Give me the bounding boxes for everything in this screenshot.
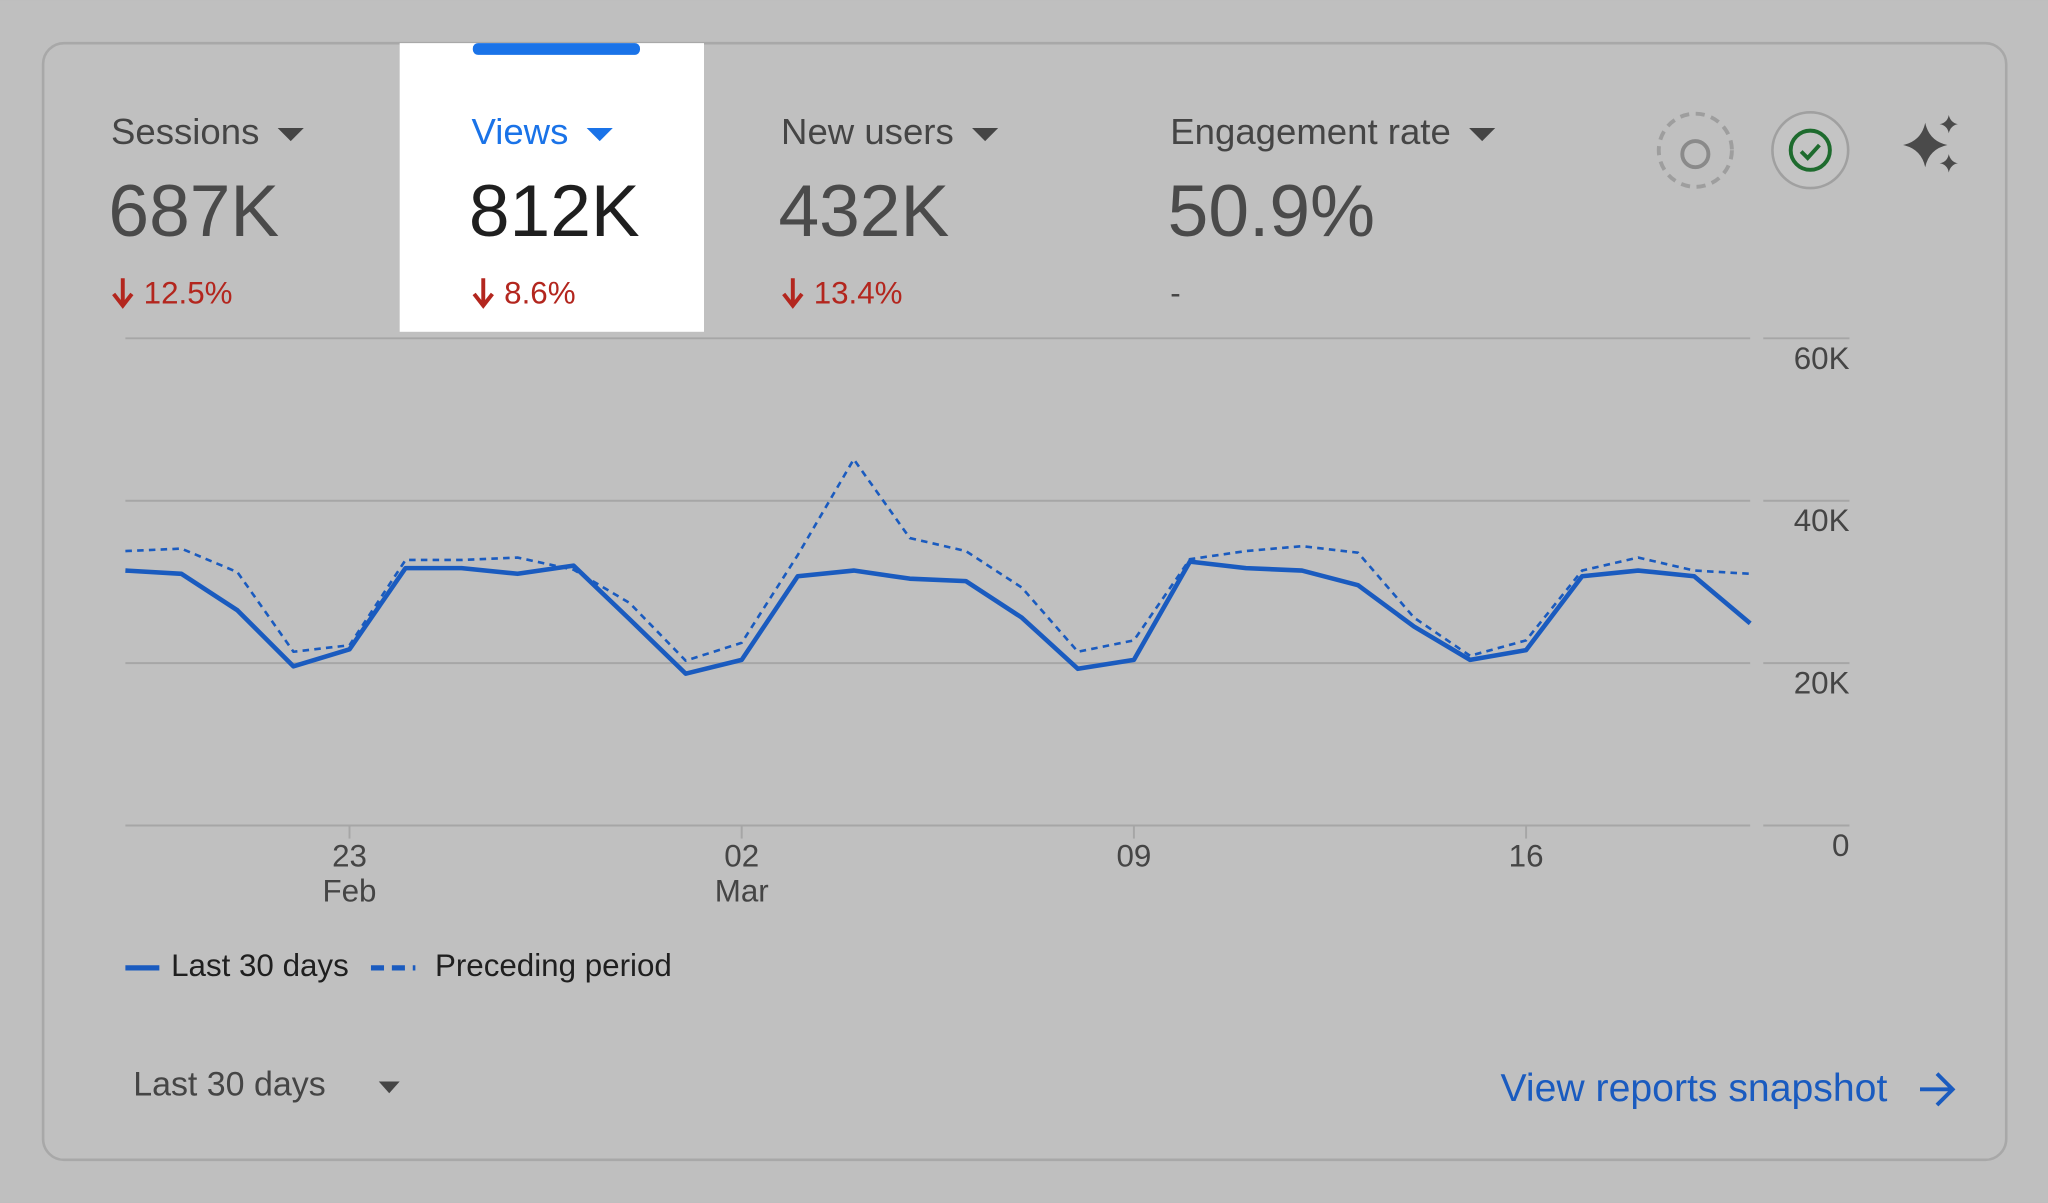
metric-change: 13.4% <box>814 275 903 310</box>
trend-arrow <box>112 278 134 309</box>
trend-arrow <box>782 278 804 309</box>
check-mark <box>1799 143 1821 161</box>
metric-label[interactable]: Engagement rate <box>1170 111 1451 152</box>
metric-value: 687K <box>108 171 279 252</box>
y-tick-label: 40K <box>1794 503 1850 538</box>
selected-metric-bg <box>399 43 704 332</box>
badge-ring <box>1656 111 1734 189</box>
metric-change: 8.6% <box>504 275 575 310</box>
trend-arrow <box>472 278 494 309</box>
selected-tab <box>472 43 640 55</box>
x-tick-label: 23 <box>332 838 367 873</box>
badge-medal <box>1680 139 1711 170</box>
check-icon[interactable] <box>1771 111 1850 190</box>
metric-value: 50.9% <box>1168 171 1375 252</box>
metric-value: 432K <box>778 171 949 252</box>
badge-icon[interactable] <box>1656 111 1734 189</box>
x-tick-label: 09 <box>1116 838 1151 873</box>
y-tick-label: 60K <box>1794 341 1850 376</box>
metric-caret[interactable] <box>277 128 304 142</box>
y-tick-label: 20K <box>1794 666 1850 701</box>
legend-label: Preceding period <box>435 948 672 983</box>
check-bg <box>1771 111 1850 190</box>
card <box>41 41 2008 1162</box>
metric-value: 812K <box>469 171 640 252</box>
metric-caret[interactable] <box>1469 128 1496 142</box>
date-range[interactable]: Last 30 days <box>133 1066 325 1104</box>
check-circle <box>1788 128 1832 172</box>
ai-icon[interactable] <box>1903 114 1958 173</box>
legend-label: Last 30 days <box>171 948 349 983</box>
x-tick-label: Feb <box>323 874 377 909</box>
metric-caret[interactable] <box>972 128 999 142</box>
x-tick-label: 16 <box>1509 838 1544 873</box>
y-tick-label: 0 <box>1832 828 1849 863</box>
metric-label[interactable]: Sessions <box>111 111 259 152</box>
x-tick-label: 02 <box>724 838 759 873</box>
metric-caret[interactable] <box>586 128 613 142</box>
reports-link[interactable]: View reports snapshot <box>1500 1067 1887 1110</box>
link-arrow[interactable] <box>1919 1072 1956 1107</box>
metric-change: - <box>1170 275 1180 310</box>
metric-label[interactable]: New users <box>781 111 954 152</box>
series-line <box>125 457 1751 662</box>
metric-label[interactable]: Views <box>472 111 569 152</box>
metric-change: 12.5% <box>144 275 233 310</box>
x-tick-label: Mar <box>715 874 769 909</box>
series-line <box>125 559 1752 676</box>
date-range-caret[interactable] <box>378 1081 400 1094</box>
